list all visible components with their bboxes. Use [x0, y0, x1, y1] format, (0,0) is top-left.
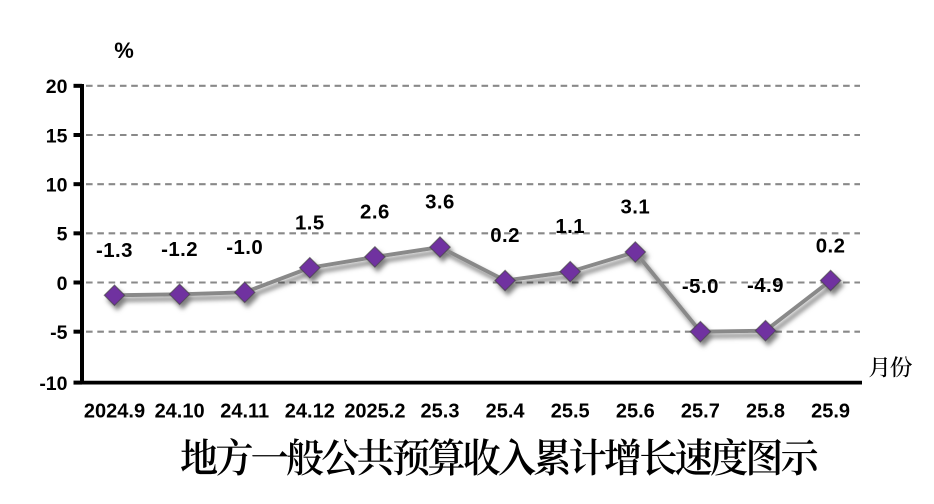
svg-text:2.6: 2.6: [360, 201, 390, 223]
svg-text:2024.9: 2024.9: [84, 400, 145, 422]
svg-text:-5: -5: [50, 322, 67, 344]
svg-text:3.1: 3.1: [620, 197, 650, 219]
svg-text:%: %: [114, 38, 134, 63]
svg-text:0.2: 0.2: [490, 225, 520, 247]
svg-text:-10: -10: [39, 373, 67, 395]
svg-text:20: 20: [46, 76, 68, 98]
svg-text:25.7: 25.7: [681, 400, 720, 422]
svg-text:-1.0: -1.0: [226, 237, 263, 259]
svg-text:25.5: 25.5: [551, 400, 590, 422]
svg-text:-4.9: -4.9: [747, 275, 784, 297]
svg-text:25.6: 25.6: [616, 400, 655, 422]
svg-text:25.3: 25.3: [421, 400, 460, 422]
svg-text:15: 15: [46, 125, 68, 147]
svg-text:0: 0: [57, 273, 68, 295]
svg-text:24.11: 24.11: [220, 400, 269, 422]
svg-text:10: 10: [46, 175, 68, 197]
svg-text:2025.2: 2025.2: [344, 400, 405, 422]
svg-text:5: 5: [57, 224, 68, 246]
svg-text:-1.3: -1.3: [96, 240, 133, 262]
svg-text:-1.2: -1.2: [161, 239, 198, 261]
svg-text:-5.0: -5.0: [682, 276, 719, 298]
svg-text:1.1: 1.1: [555, 216, 585, 238]
svg-text:25.9: 25.9: [811, 400, 850, 422]
svg-text:24.12: 24.12: [285, 400, 335, 422]
svg-text:25.4: 25.4: [486, 400, 526, 422]
svg-text:3.6: 3.6: [425, 192, 455, 214]
svg-text:1.5: 1.5: [295, 212, 325, 234]
svg-text:24.10: 24.10: [155, 400, 205, 422]
svg-text:25.8: 25.8: [746, 400, 785, 422]
svg-text:0.2: 0.2: [816, 235, 846, 257]
